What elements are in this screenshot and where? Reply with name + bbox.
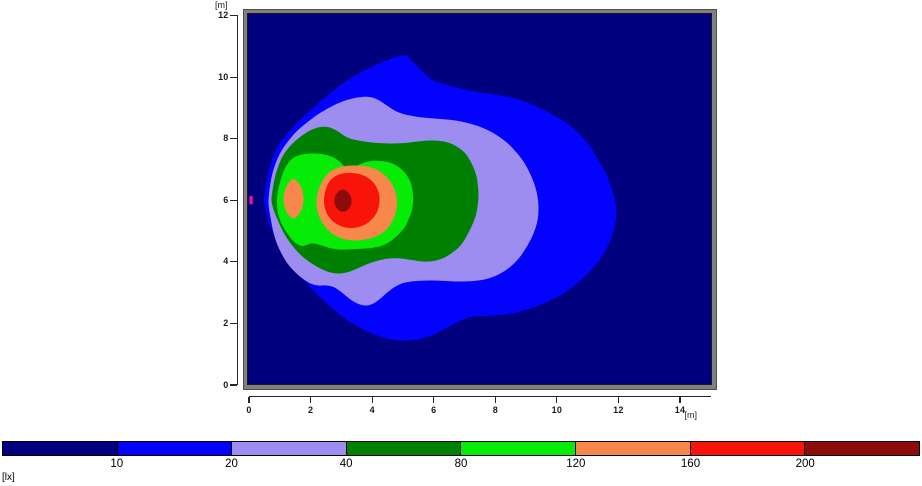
y-axis-tick-label: 2 [223, 317, 229, 328]
x-axis-tick-label: 2 [307, 404, 314, 415]
y-axis-line [236, 15, 239, 386]
legend-boundary-label: 80 [454, 458, 468, 470]
y-axis-tick-label: 10 [218, 71, 229, 82]
y-axis-unit-label: [m] [215, 0, 228, 10]
legend-color-segment [689, 440, 806, 456]
isolux-band-200lx [333, 189, 351, 212]
x-axis-tick-label: 12 [613, 404, 624, 415]
y-axis-tick [230, 384, 237, 386]
legend-boundary-label: 160 [680, 458, 701, 470]
y-axis-tick-label: 12 [218, 10, 229, 20]
y-axis-tick-label: 0 [223, 379, 229, 390]
legend-color-segment [804, 440, 921, 456]
x-axis-tick [679, 397, 681, 403]
x-axis-tick [310, 397, 312, 403]
legend-boundary-label: 10 [110, 458, 124, 470]
isolux-band-120lx [283, 178, 303, 218]
y-axis-tick-label: 4 [223, 256, 229, 267]
legend-boundary-label: 200 [795, 458, 815, 470]
legend-color-segment [2, 440, 118, 456]
x-axis-tick-label: 8 [492, 404, 498, 415]
y-axis-tick [230, 199, 237, 201]
x-axis-tick-label: 14 [674, 404, 686, 415]
y-axis-tick [230, 322, 237, 324]
x-axis-tick-label: 6 [431, 404, 437, 415]
x-axis-tick [494, 397, 496, 403]
x-axis-line [248, 396, 712, 398]
x-axis-tick [556, 397, 558, 403]
x-axis-tick [248, 397, 250, 403]
y-axis-tick-label: 8 [223, 133, 229, 144]
legend-color-segment [575, 440, 691, 456]
y-axis-tick [230, 76, 237, 78]
legend-color-segment [116, 440, 233, 456]
y-axis-tick [230, 261, 237, 263]
x-axis-tick [433, 397, 435, 403]
legend-color-bar [2, 440, 921, 456]
legend-boundary-label: 40 [339, 458, 353, 470]
legend-color-segment [460, 440, 577, 456]
x-axis-tick [371, 397, 373, 403]
x-axis-tick-label: 0 [246, 404, 252, 415]
x-axis-tick-label: 10 [551, 404, 563, 415]
luminaire-position-marker [248, 195, 253, 204]
isolux-band-160lx [323, 172, 380, 228]
isolux-contour-plot [248, 14, 711, 384]
legend-color-segment [231, 440, 348, 456]
y-axis-tick [230, 14, 237, 17]
x-axis-tick [617, 397, 619, 403]
legend-color-segment [345, 440, 462, 456]
y-axis-tick-label: 6 [223, 194, 229, 205]
x-axis-tick-label: 4 [369, 404, 375, 415]
legend-unit-label: [lx] [2, 471, 15, 483]
y-axis-tick [230, 138, 237, 140]
x-axis-unit-label: [m] [684, 409, 698, 420]
legend-boundary-label: 20 [225, 458, 238, 470]
legend-boundary-label: 120 [566, 458, 586, 470]
